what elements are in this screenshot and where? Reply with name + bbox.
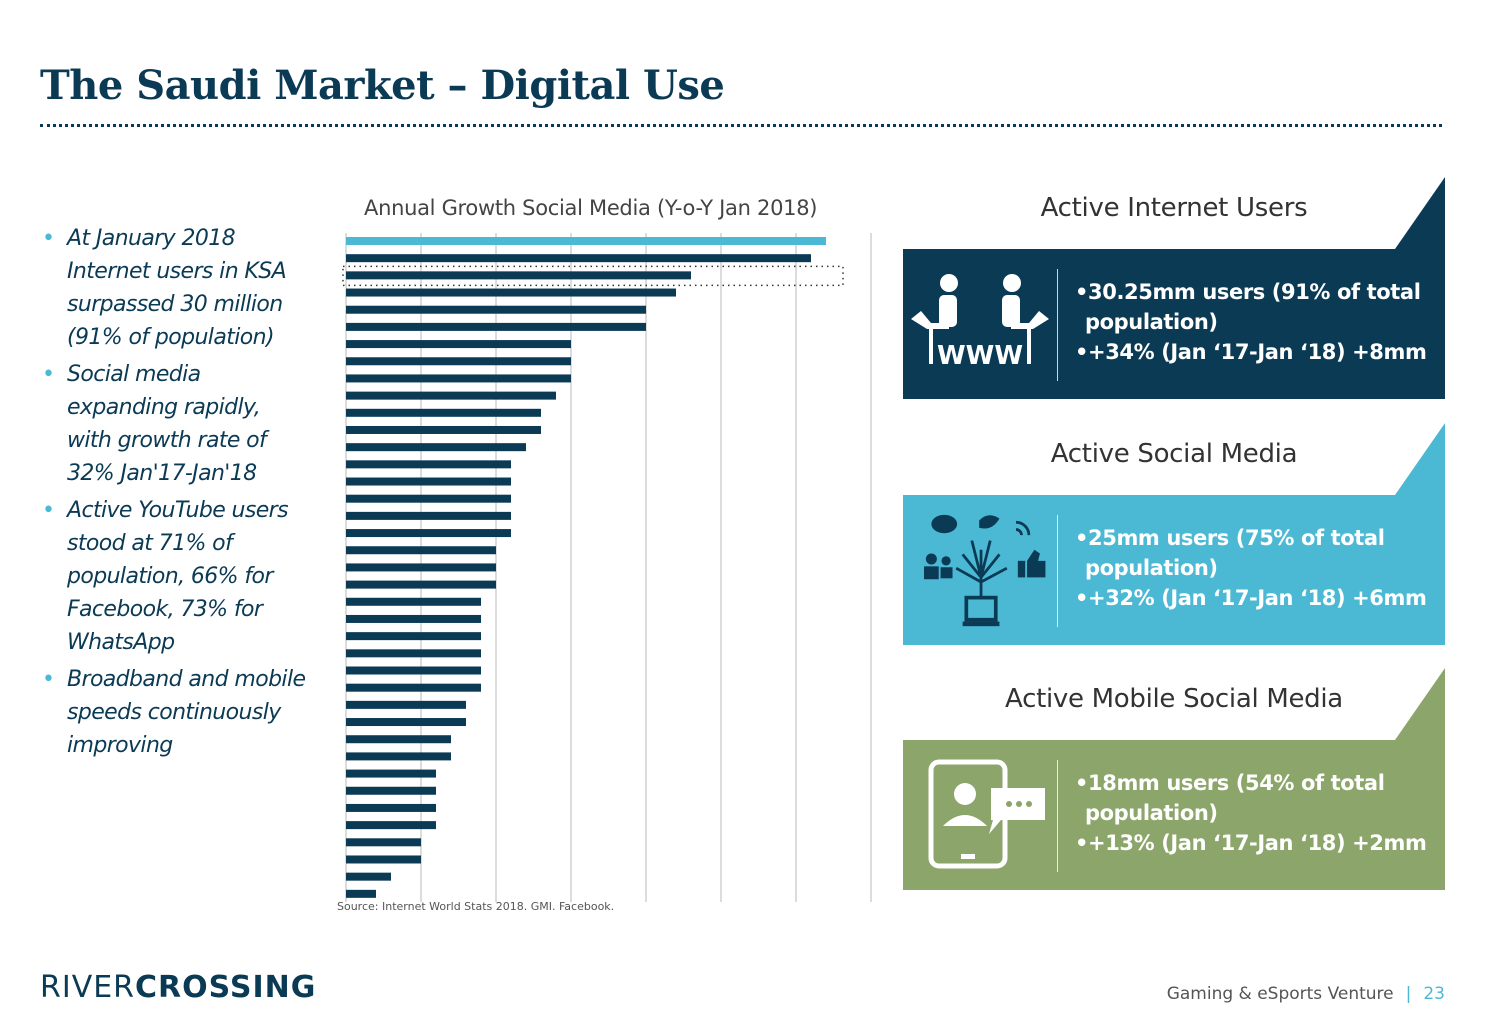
bar [346, 374, 571, 383]
footer: Gaming & eSports Venture | 23 [1167, 984, 1445, 1004]
card-corner [1395, 423, 1445, 495]
card-corner [1395, 668, 1445, 740]
card-title-mobile: Active Mobile Social Media [1005, 684, 1343, 714]
people-www-icon: WWW [911, 274, 1049, 371]
bar [346, 305, 646, 314]
highlight-box [342, 265, 844, 287]
bar [346, 786, 436, 795]
bar [346, 666, 481, 675]
bar [346, 477, 511, 486]
bar [346, 769, 436, 778]
card-internet-users: WWW •30.25mm users (91% of total populat… [903, 249, 1445, 399]
card-title-social: Active Social Media [1050, 439, 1298, 469]
bar [346, 271, 691, 280]
bar [346, 254, 811, 263]
footer-text: Gaming & eSports Venture [1166, 984, 1394, 1004]
card-stat-users: •18mm users (54% of total [1075, 771, 1385, 795]
bar [346, 838, 421, 847]
card-stat-users-cont: population) [1085, 310, 1218, 334]
svg-text:WWW: WWW [937, 341, 1023, 371]
bar [346, 855, 421, 864]
chart-title: Annual Growth Social Media (Y-o-Y Jan 20… [364, 196, 818, 220]
bar [346, 597, 481, 606]
card-stat-growth: •+13% (Jan ‘17-Jan ‘18) +2mm [1075, 831, 1427, 855]
bar [346, 649, 481, 658]
page-title: The Saudi Market – Digital Use [40, 62, 725, 109]
bar [346, 288, 676, 297]
card-stat-growth: •+34% (Jan ‘17-Jan ‘18) +8mm [1075, 340, 1427, 364]
card-title-internet: Active Internet Users [1040, 193, 1308, 223]
bar [346, 803, 436, 812]
card-stat-users: •30.25mm users (91% of total [1075, 280, 1421, 304]
card-stat-growth: •+32% (Jan ‘17-Jan ‘18) +6mm [1075, 586, 1427, 610]
bar [346, 683, 481, 692]
bar [346, 632, 481, 641]
card-stat-users: •25mm users (75% of total [1075, 526, 1385, 550]
bar [346, 821, 436, 830]
bullet-item: Active YouTube users stood at 71% of pop… [42, 494, 307, 659]
rivercrossing-logo: RIVERCROSSING [40, 970, 317, 1005]
bullet-item: Social media expanding rapidly, with gro… [42, 358, 307, 490]
bar [346, 494, 511, 503]
bar [346, 340, 571, 349]
bar [346, 357, 571, 366]
card-mobile-social: •18mm users (54% of total population) •+… [903, 740, 1445, 890]
bullet-list: At January 2018 Internet users in KSA su… [42, 222, 307, 766]
bar [346, 529, 511, 538]
card-stat-users-cont: population) [1085, 801, 1218, 825]
bar [346, 425, 541, 434]
bar [346, 735, 451, 744]
card-divider [1057, 269, 1058, 381]
card-divider [1057, 515, 1058, 627]
card-corner [1395, 177, 1445, 249]
bar [346, 563, 496, 572]
bar [346, 322, 646, 331]
bar [346, 511, 511, 520]
bar [346, 580, 496, 589]
mobile-chat-icon [928, 759, 1045, 869]
card-stat-users-cont: population) [1085, 556, 1218, 580]
bullet-item: At January 2018 Internet users in KSA su… [42, 222, 307, 354]
bar [346, 700, 466, 709]
title-divider [40, 124, 1442, 127]
bar [346, 460, 511, 469]
social-network-icon [924, 514, 1046, 627]
bar [346, 614, 481, 623]
page-number: 23 [1423, 984, 1445, 1004]
bullet-item: Broadband and mobile speeds continuously… [42, 663, 307, 762]
bar [346, 752, 451, 761]
bar [346, 408, 541, 417]
bar [346, 391, 556, 400]
bar [346, 546, 496, 555]
card-divider [1057, 760, 1058, 872]
source-note: Source: Internet World Stats 2018. GMI. … [337, 900, 615, 913]
bar [346, 872, 391, 881]
footer-separator: | [1405, 984, 1412, 1004]
bar [346, 718, 466, 727]
bar [346, 443, 526, 452]
bar [346, 889, 376, 898]
bar [346, 237, 826, 245]
card-social-media: •25mm users (75% of total population) •+… [903, 495, 1445, 645]
